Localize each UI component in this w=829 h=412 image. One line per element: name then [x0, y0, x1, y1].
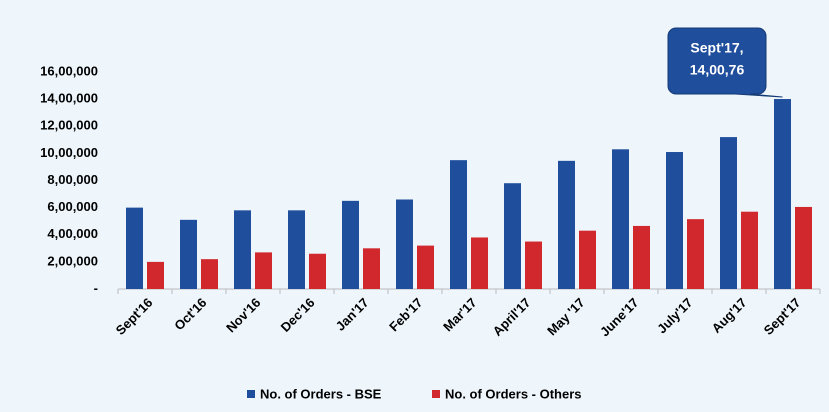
bar: [342, 200, 359, 289]
bar: [741, 211, 758, 289]
y-tick-label: 10,00,000: [40, 145, 98, 160]
bar: [180, 219, 197, 289]
callout: [667, 27, 783, 98]
bar: [612, 149, 629, 289]
bar: [579, 230, 596, 289]
y-tick-label: 4,00,000: [47, 226, 98, 241]
bar: [720, 137, 737, 289]
y-tick-label: 2,00,000: [47, 253, 98, 268]
bar: [126, 207, 143, 289]
legend-label: No. of Orders - Others: [445, 386, 582, 401]
bar: [417, 245, 434, 289]
bar: [288, 210, 305, 289]
bar: [396, 199, 413, 289]
y-tick-label: 6,00,000: [47, 199, 98, 214]
bar: [525, 241, 542, 289]
y-tick-label: 8,00,000: [47, 172, 98, 187]
legend-label: No. of Orders - BSE: [260, 386, 382, 401]
bar: [234, 210, 251, 289]
y-tick-label: 16,00,000: [40, 63, 98, 78]
bar: [795, 206, 812, 289]
bar: [687, 219, 704, 289]
bar: [504, 183, 521, 289]
bar: [201, 259, 218, 289]
y-tick-label: 14,00,000: [40, 91, 98, 106]
bar: [255, 252, 272, 289]
bar: [147, 261, 164, 289]
callout-text: 14,00,76: [690, 62, 745, 78]
bar: [450, 160, 467, 289]
y-tick-label: 12,00,000: [40, 118, 98, 133]
bar: [774, 99, 791, 289]
bar: [633, 225, 650, 289]
callout-text: Sept'17,: [690, 40, 743, 56]
legend-swatch: [432, 390, 440, 398]
bar: [309, 253, 326, 289]
bar: [666, 152, 683, 289]
legend-swatch: [247, 390, 255, 398]
bar: [363, 248, 380, 289]
bar: [471, 237, 488, 289]
y-tick-label: -: [94, 280, 98, 295]
bar: [558, 160, 575, 289]
